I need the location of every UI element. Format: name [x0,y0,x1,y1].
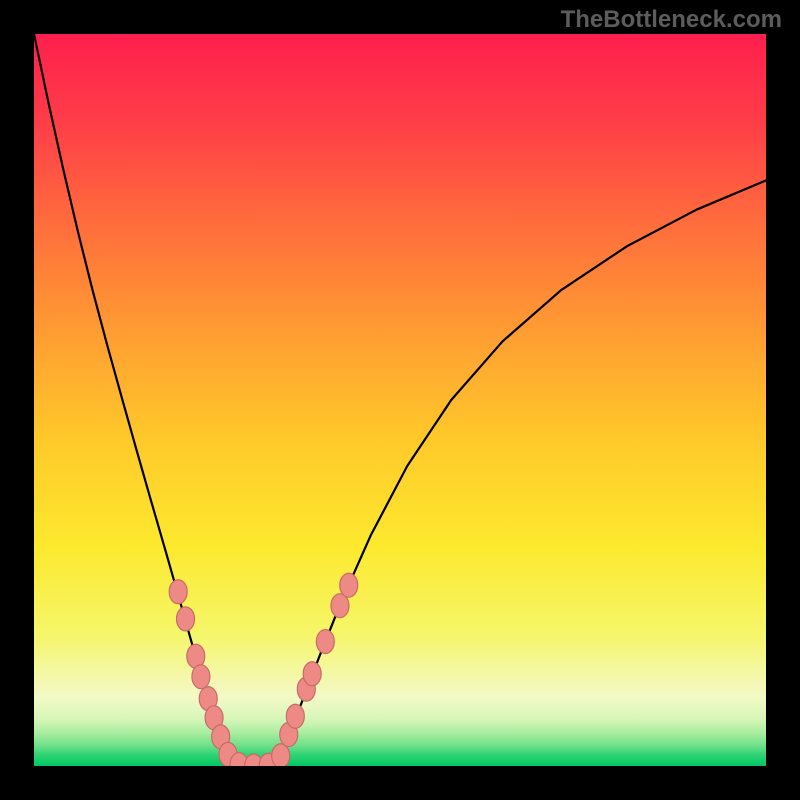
curve-marker [286,704,304,728]
curve-marker [303,662,321,686]
curve-marker [316,630,334,654]
curve-marker [192,665,210,689]
gradient-background [34,34,766,766]
curve-marker [272,744,290,766]
bottleneck-chart [34,34,766,766]
curve-marker [177,607,195,631]
watermark-text: TheBottleneck.com [561,6,782,34]
curve-marker [169,580,187,604]
curve-marker [340,573,358,597]
